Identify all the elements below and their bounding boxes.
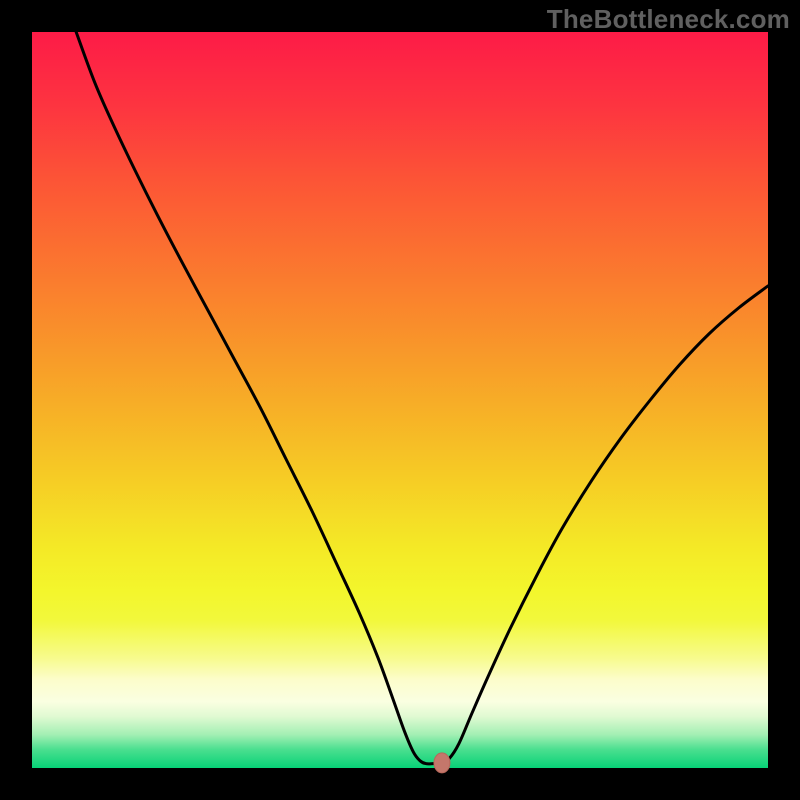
plot-background xyxy=(32,32,768,768)
chart-container: TheBottleneck.com xyxy=(0,0,800,800)
bottleneck-chart xyxy=(0,0,800,800)
optimal-point-marker xyxy=(434,753,450,773)
watermark-text: TheBottleneck.com xyxy=(547,4,790,35)
